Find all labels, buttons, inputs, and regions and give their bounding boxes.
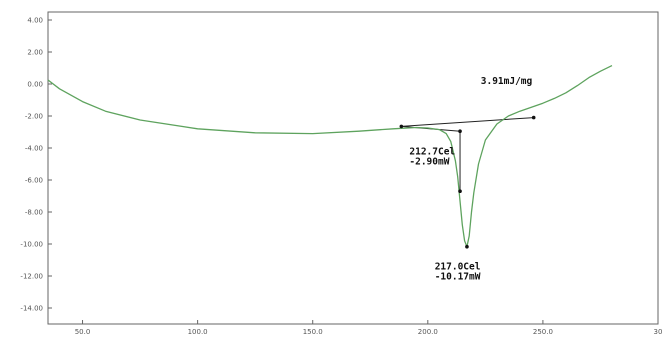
annotation-text: -2.90mW xyxy=(409,156,449,167)
point-marker xyxy=(458,189,462,193)
x-tick-label: 50.0 xyxy=(75,328,91,336)
point-marker xyxy=(458,129,462,133)
annotation-text: -10.17mW xyxy=(435,272,481,283)
y-tick-label: -10.00 xyxy=(20,241,43,249)
y-tick-label: 2.00 xyxy=(27,49,43,57)
y-axis: 4.00 2.00 0.00 -2.00 -4.00 -6.00 -8.00 -10.00 -1… xyxy=(20,17,52,313)
x-tick-label: 250.0 xyxy=(533,328,553,336)
annotation-text: 217.0Cel xyxy=(435,262,481,273)
y-tick-label: -4.00 xyxy=(25,145,43,153)
point-marker xyxy=(531,115,536,120)
y-tick-label: -6.00 xyxy=(25,177,43,185)
annotation-text: 212.7Cel xyxy=(409,146,455,157)
heat-flow-line xyxy=(47,65,613,248)
y-tick-label: -8.00 xyxy=(25,209,43,217)
point-marker xyxy=(465,244,469,249)
plot-frame xyxy=(47,11,659,325)
annotation-text: 3.91mJ/mg xyxy=(481,76,533,87)
x-tick-label: 200.0 xyxy=(418,328,438,336)
baseline-line xyxy=(401,117,534,127)
x-axis: 50.0 100.0 150.0 200.0 250.0 30 xyxy=(75,320,662,336)
marker-group xyxy=(399,115,536,249)
x-tick-label: 150.0 xyxy=(303,328,323,336)
y-tick-label: -12.00 xyxy=(20,273,43,281)
y-tick-label: 4.00 xyxy=(27,17,43,25)
x-tick-label: 30 xyxy=(654,328,662,336)
annotation-group: 3.91mJ/mg 212.7Cel-2.90mW 217.0Cel-10.17mW xyxy=(409,76,532,283)
point-marker xyxy=(399,124,404,129)
y-tick-label: -14.00 xyxy=(20,305,43,313)
x-tick-label: 100.0 xyxy=(188,328,208,336)
y-tick-label: 0.00 xyxy=(27,81,43,89)
series-group xyxy=(47,65,613,248)
y-tick-label: -2.00 xyxy=(25,113,43,121)
